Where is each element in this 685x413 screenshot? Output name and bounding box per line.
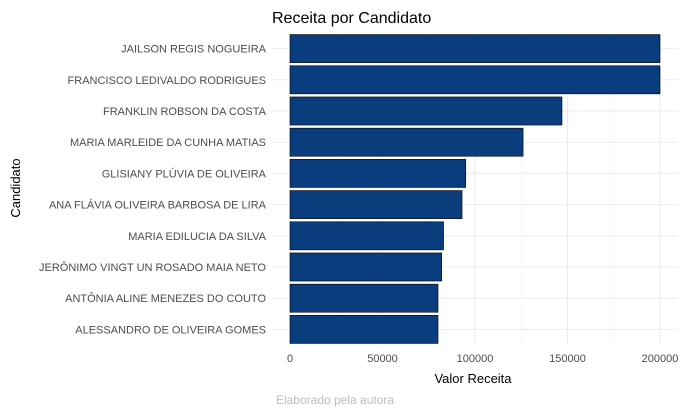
- y-tick-label: MARIA EDILUCIA DA SILVA: [128, 231, 266, 243]
- y-tick-label: ALESSANDRO DE OLIVEIRA GOMES: [75, 324, 266, 336]
- bar: [289, 65, 661, 95]
- y-tick-label: JERÔNIMO VINGT UN ROSADO MAIA NETO: [39, 261, 266, 274]
- x-tick-label: 50000: [367, 353, 398, 365]
- bar: [289, 34, 661, 63]
- bar: [289, 315, 439, 344]
- bar: [289, 159, 467, 188]
- y-tick-labels: JAILSON REGIS NOGUEIRA FRANCISCO LEDIVALD…: [39, 44, 267, 337]
- bar: [289, 96, 563, 126]
- x-tick-label: 0: [287, 353, 293, 365]
- y-tick-label: JAILSON REGIS NOGUEIRA: [121, 44, 267, 56]
- y-axis-title: Candidato: [8, 158, 23, 217]
- chart-caption: Elaborado pela autora: [276, 393, 394, 407]
- bar: [289, 190, 463, 219]
- bar: [289, 283, 439, 313]
- y-tick-label: GLISIANY PLÚVIA DE OLIVEIRA: [102, 167, 267, 180]
- y-tick-label: FRANKLIN ROBSON DA COSTA: [103, 106, 267, 118]
- y-tick-label: ANA FLÁVIA OLIVEIRA BARBOSA DE LIRA: [49, 199, 267, 212]
- x-tick-label: 100000: [457, 353, 494, 365]
- bars: [289, 34, 661, 344]
- x-axis-title: Valor Receita: [434, 371, 512, 386]
- bar: [289, 221, 444, 251]
- x-tick-label: 200000: [642, 353, 679, 365]
- chart-title: Receita por Candidato: [272, 10, 431, 27]
- y-tick-label: FRANCISCO LEDIVALDO RODRIGUES: [68, 75, 266, 87]
- y-tick-label: MARIA MARLEIDE DA CUNHA MATIAS: [70, 137, 266, 149]
- y-tick-label: ANTÔNIA ALINE MENEZES DO COUTO: [65, 292, 266, 305]
- bar: [289, 127, 524, 157]
- bar: [289, 252, 442, 282]
- x-tick-label: 150000: [549, 353, 586, 365]
- x-tick-labels: 0 50000 100000 150000 200000: [287, 353, 678, 365]
